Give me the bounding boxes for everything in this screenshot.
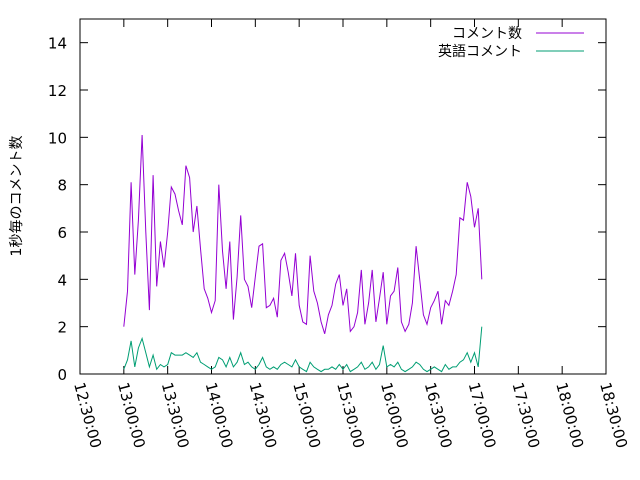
x-tick-label: 15:00:00 [289, 380, 324, 450]
x-tick-label: 18:30:00 [596, 380, 631, 450]
y-tick-label: 14 [48, 35, 67, 53]
y-tick-label: 10 [48, 129, 67, 147]
series-layer [123, 134, 483, 373]
y-tick-label: 6 [57, 224, 67, 242]
legend-label-0: コメント数 [452, 26, 522, 42]
y-tick-label: 0 [57, 366, 67, 384]
x-tick-label: 15:30:00 [333, 380, 368, 450]
y-tick-label: 8 [57, 177, 67, 195]
x-tick-label: 14:00:00 [202, 380, 237, 450]
x-tick-label: 12:30:00 [70, 380, 105, 450]
x-tick-label: 17:00:00 [465, 380, 500, 450]
y-tick-label: 4 [57, 271, 67, 289]
x-tick-label: 16:00:00 [377, 380, 412, 450]
y-axis: 0 2 4 6 8 10 12 14 [48, 35, 606, 384]
y-tick-label: 2 [57, 319, 67, 337]
plot-frame [79, 18, 607, 375]
x-axis: 12:30:00 13:00:00 13:30:00 14:00:00 14:30:00… [70, 19, 631, 450]
x-tick-label: 17:30:00 [508, 380, 543, 450]
series-line-1 [123, 326, 483, 373]
x-tick-label: 16:30:00 [421, 380, 456, 450]
legend-label-1: 英語コメント [438, 43, 522, 60]
y-axis-title: 1秒毎のコメント数 [9, 136, 25, 257]
x-tick-label: 18:00:00 [552, 380, 587, 450]
x-tick-label: 13:30:00 [158, 380, 193, 450]
x-tick-label: 13:00:00 [114, 380, 149, 450]
y-tick-label: 12 [48, 82, 67, 100]
x-tick-label: 14:30:00 [245, 380, 280, 450]
series-line-0 [123, 134, 483, 334]
